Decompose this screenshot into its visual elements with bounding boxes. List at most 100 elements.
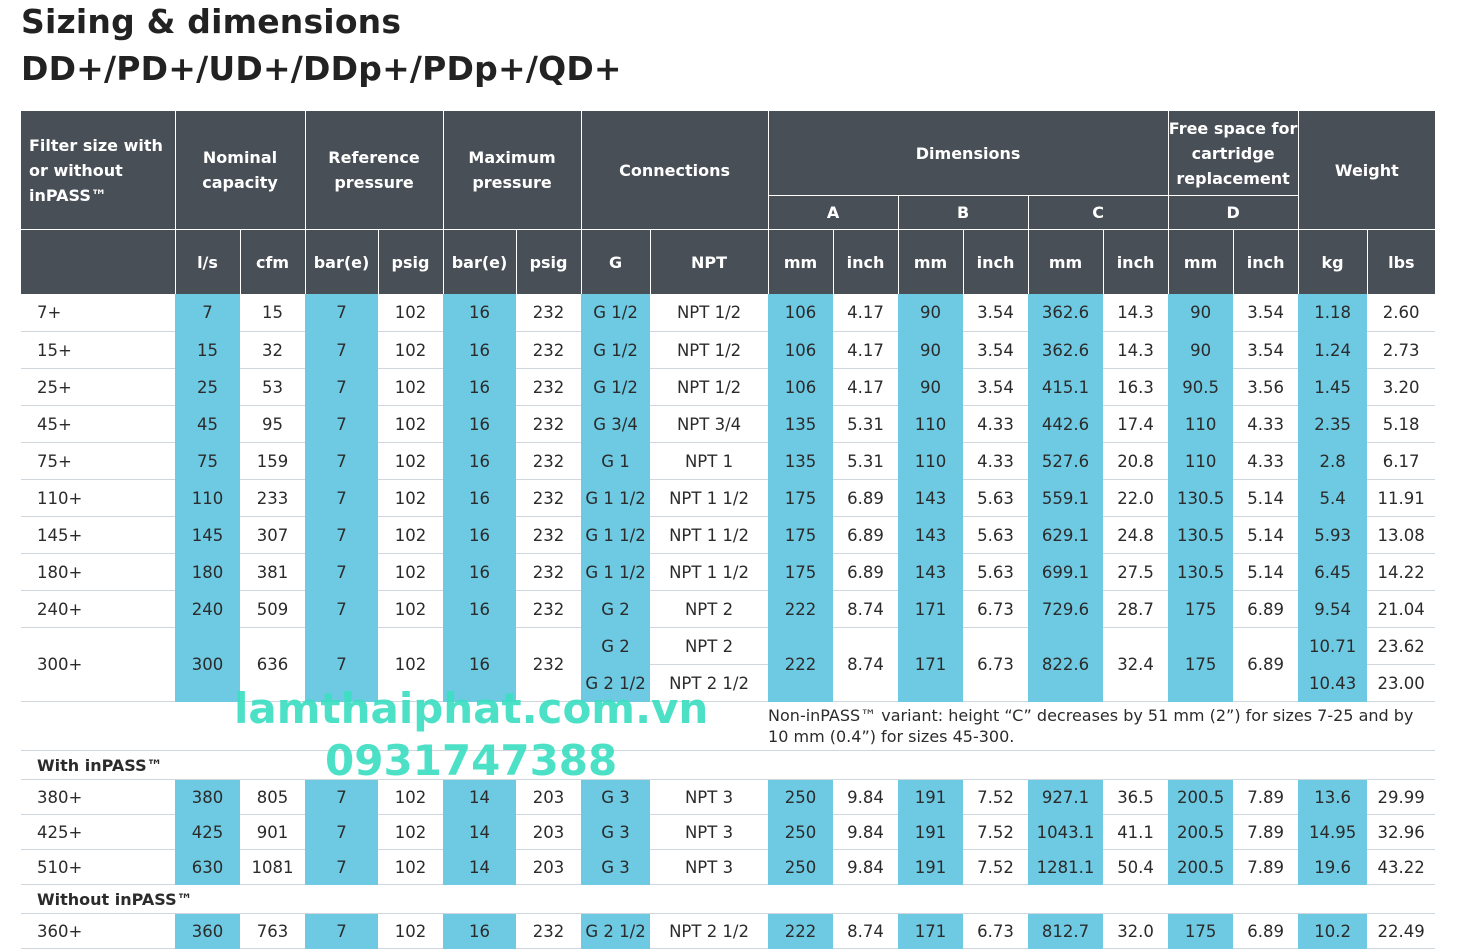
table-cell: 175 bbox=[768, 553, 834, 591]
header-reference-pressure: Reference pressure bbox=[304, 111, 444, 230]
table-cell: 4.33 bbox=[963, 442, 1029, 480]
table-cell: 143 bbox=[898, 516, 964, 554]
table-row: 75+ 75 159 7 102 16 232 G 1 NPT 1 135 5.31 110 4.33 5… bbox=[21, 442, 1436, 480]
table-cell: 6.89 bbox=[1233, 913, 1299, 949]
table-cell: 7 bbox=[305, 553, 379, 591]
table-cell: 200.5 bbox=[1168, 814, 1234, 850]
table-cell: NPT 2 bbox=[650, 590, 769, 628]
table-cell: 110 bbox=[175, 479, 240, 517]
table-cell: 75 bbox=[175, 442, 240, 480]
table-cell: 360 bbox=[175, 913, 240, 949]
table-cell: 135 bbox=[768, 405, 834, 443]
table-cell: 102 bbox=[378, 627, 444, 702]
unit-header-cell: inch bbox=[1102, 229, 1169, 294]
table-cell: 191 bbox=[898, 849, 964, 885]
table-cell: 2.73 bbox=[1367, 331, 1436, 369]
table-cell: 191 bbox=[898, 814, 964, 850]
page-subtitle: DD+/PD+/UD+/DDp+/PDp+/QD+ bbox=[21, 49, 622, 88]
table-cell: 3.54 bbox=[1233, 331, 1299, 369]
table-cell: 222 bbox=[768, 913, 834, 949]
table-cell: 3.54 bbox=[963, 368, 1029, 406]
table-cell: 7 bbox=[305, 913, 379, 949]
header-dimensions: Dimensions bbox=[767, 111, 1169, 196]
unit-header-cell: inch bbox=[1232, 229, 1299, 294]
unit-header-cell: NPT bbox=[649, 229, 769, 294]
table-cell: 23.00 bbox=[1367, 664, 1436, 702]
table-row: 110+ 110 233 7 102 16 232 G 1 1/2 NPT 1 1/2 175 6.… bbox=[21, 479, 1436, 517]
table-cell: 629.1 bbox=[1028, 516, 1104, 554]
table-cell: 90 bbox=[1168, 331, 1234, 369]
table-cell: 1281.1 bbox=[1028, 849, 1104, 885]
table-cell: NPT 1 1/2 bbox=[650, 479, 769, 517]
table-cell: 14.95 bbox=[1298, 814, 1368, 850]
header-free-space: Free space for cartridge replacement bbox=[1167, 111, 1299, 196]
table-cell: 7 bbox=[305, 479, 379, 517]
unit-header-cell: cfm bbox=[239, 229, 306, 294]
table-row: 25+ 25 53 7 102 16 232 G 1/2 NPT 1/2 106 4.17 90 3.5… bbox=[21, 368, 1436, 406]
table-cell: 362.6 bbox=[1028, 331, 1104, 369]
table-cell: 10.71 bbox=[1298, 627, 1368, 665]
table-cell: 232 bbox=[516, 913, 582, 949]
table-cell: 16 bbox=[443, 294, 517, 332]
unit-header-cell: kg bbox=[1297, 229, 1368, 294]
unit-header-cell: inch bbox=[962, 229, 1029, 294]
table-cell: 191 bbox=[898, 779, 964, 815]
table-cell: 7.89 bbox=[1233, 779, 1299, 815]
table-cell: G 2 1/2 bbox=[581, 913, 651, 949]
table-cell: 7.52 bbox=[963, 779, 1029, 815]
table-cell: 901 bbox=[240, 814, 306, 850]
table-cell: 6.89 bbox=[1233, 627, 1299, 702]
table-cell: 16 bbox=[443, 442, 517, 480]
table-cell: 90.5 bbox=[1168, 368, 1234, 406]
table-cell: 5.14 bbox=[1233, 479, 1299, 517]
table-cell: 6.73 bbox=[963, 913, 1029, 949]
row-size-cell: 425+ bbox=[21, 814, 175, 850]
table-cell: 27.5 bbox=[1103, 553, 1169, 591]
table-cell: 232 bbox=[516, 442, 582, 480]
table-cell: 32.0 bbox=[1103, 913, 1169, 949]
table-cell: NPT 1 bbox=[650, 442, 769, 480]
table-cell: 6.73 bbox=[963, 590, 1029, 628]
table-cell: 6.89 bbox=[833, 516, 899, 554]
table-cell: 2.8 bbox=[1298, 442, 1368, 480]
table-cell: 25 bbox=[175, 368, 240, 406]
table-cell: 8.74 bbox=[833, 627, 899, 702]
table-cell: 763 bbox=[240, 913, 306, 949]
table-cell: 102 bbox=[378, 442, 444, 480]
table-cell: 19.6 bbox=[1298, 849, 1368, 885]
table-cell: 636 bbox=[240, 627, 306, 702]
table-cell: 106 bbox=[768, 331, 834, 369]
table-cell: NPT 3 bbox=[650, 849, 769, 885]
table-cell: 102 bbox=[378, 479, 444, 517]
table-cell: 13.08 bbox=[1367, 516, 1436, 554]
table-cell: 203 bbox=[516, 779, 582, 815]
page-title: Sizing & dimensions bbox=[21, 2, 402, 41]
table-cell: 145 bbox=[175, 516, 240, 554]
header-dim-b: B bbox=[897, 195, 1029, 230]
table-cell: 5.93 bbox=[1298, 516, 1368, 554]
table-cell: 250 bbox=[768, 849, 834, 885]
table-cell: 7 bbox=[305, 627, 379, 702]
table-cell: 22.49 bbox=[1367, 913, 1436, 949]
table-cell: G 1 1/2 bbox=[581, 479, 651, 517]
table-cell: 90 bbox=[898, 368, 964, 406]
table-cell: 232 bbox=[516, 331, 582, 369]
table-cell: 5.14 bbox=[1233, 516, 1299, 554]
table-cell: 6.89 bbox=[1233, 590, 1299, 628]
table-cell: 175 bbox=[1168, 627, 1234, 702]
table-row: 300+ 300 636 7 102 16 232 G 2 NPT 2 222 8.74 171 6.7… bbox=[21, 627, 1436, 702]
table-cell: 53 bbox=[240, 368, 306, 406]
table-cell: 32.4 bbox=[1103, 627, 1169, 702]
table-cell: 8.74 bbox=[833, 590, 899, 628]
unit-header-cell: bar(e) bbox=[442, 229, 517, 294]
table-cell: 22.0 bbox=[1103, 479, 1169, 517]
table-cell: NPT 3/4 bbox=[650, 405, 769, 443]
table-cell: 5.63 bbox=[963, 479, 1029, 517]
table-cell: 90 bbox=[898, 331, 964, 369]
table-cell: 14 bbox=[443, 779, 517, 815]
section-with-inpass-label: With inPASS™ bbox=[21, 750, 1436, 780]
table-cell: 36.5 bbox=[1103, 779, 1169, 815]
table-cell: 9.84 bbox=[833, 814, 899, 850]
table-cell: 28.7 bbox=[1103, 590, 1169, 628]
table-cell: G 3/4 bbox=[581, 405, 651, 443]
